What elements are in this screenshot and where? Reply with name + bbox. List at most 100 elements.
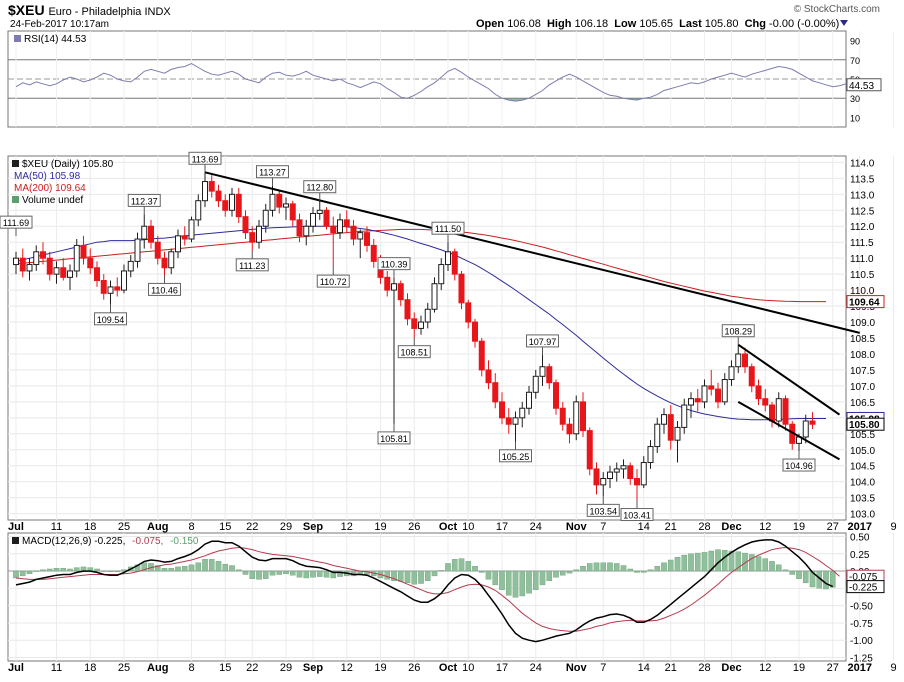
macd-histogram-bar [40,569,46,572]
price-tick-label: 104.5 [850,462,875,473]
candle-body [600,477,607,486]
macd-histogram-bar [647,569,654,572]
candle-body [445,251,451,266]
candle-body [310,212,316,227]
annotation-box [316,274,350,288]
candle-body [742,353,748,368]
macd-histogram-bar [154,565,161,572]
x-tick-label: 12 [341,521,353,533]
macd-histogram-bar [73,567,80,572]
annotation-box [397,345,431,359]
annotation-label: 111.23 [239,261,265,271]
candle-body [283,203,289,208]
candle-body [418,321,424,329]
x-tick-label: 21 [665,521,677,533]
candle-body [411,318,418,329]
macd-histogram-bar [505,570,512,596]
annotation-label: 104.96 [785,461,813,471]
candle-body [235,193,242,218]
high-value: 106.18 [574,18,609,30]
macd-legend-signal: -0.075, [132,536,163,547]
macd-histogram-bar [512,570,519,598]
x-tick-label: 27 [827,521,839,533]
timestamp: 24-Feb-2017 10:17am [10,19,109,30]
brand-link[interactable]: © StockCharts.com [793,4,880,15]
candle-body [559,407,566,425]
annotation-box [127,193,161,207]
x-tick-label: 9 [890,521,896,533]
macd-histogram-bar [175,566,181,572]
x-tick-label-bottom: 7 [600,662,606,674]
macd-histogram-bar [438,570,445,572]
rsi-tick-label: 90 [850,37,860,47]
macd-histogram-bar [782,569,789,572]
candle-body [748,366,755,387]
candle-body [769,404,775,422]
chg-value: -0.00 (-0.00%) [769,18,840,30]
candle-body [431,283,438,310]
x-tick-label: 12 [759,521,771,533]
macd-histogram-bar [33,570,40,572]
annotation-box [235,258,269,272]
candle-body [647,446,654,464]
price-tick-label: 105.0 [850,446,875,457]
candle-body [762,398,769,406]
macd-histogram-bar [60,568,67,572]
macd-histogram-bar [775,564,782,572]
candle-body [775,398,782,422]
x-tick-label-bottom: 17 [496,662,508,674]
candle-body [593,468,600,486]
candle-body [694,398,701,403]
candle-body [134,238,141,262]
last-value: 105.80 [704,18,739,30]
ma50-legend-text: MA(50) 105.98 [14,171,81,182]
annotation-box [721,324,755,338]
candle-body [127,260,134,272]
macd-histogram-bar [418,570,424,584]
candle-body [364,232,370,246]
macd-histogram-bar [107,570,114,572]
macd-histogram-bar [114,570,121,572]
x-tick-label: 19 [374,521,386,533]
price-tick-label: 111.0 [850,254,874,265]
macd-histogram-bar [492,570,499,586]
macd-histogram-bar [634,570,640,573]
volume-legend-text: Volume undef [22,195,83,206]
x-tick-label-bottom: 19 [793,662,805,674]
candle-body [391,283,397,291]
candle-body [519,407,526,419]
macd-histogram-bar [694,552,701,572]
rsi-current-label: 44.53 [849,81,874,92]
ma200-current-badge [846,295,885,309]
macd-histogram-bar [195,562,202,572]
candle-body [384,276,391,291]
last-price-badge [846,417,885,431]
price-tick-label: 107.0 [850,382,875,393]
candle-body [100,280,107,294]
candle-body [53,267,60,275]
candle-body [802,420,809,438]
x-tick-label: 26 [408,521,420,533]
x-tick-label-bottom: 12 [759,662,771,674]
macd-histogram-bar [323,570,330,578]
candle-body [154,241,161,259]
x-tick-label-bottom: 25 [118,662,130,674]
macd-histogram-bar [431,570,438,577]
candle-body [539,366,546,377]
quote-dropdown-icon[interactable] [840,20,848,26]
candle-body [782,398,789,425]
price-tick-label: 109.0 [850,318,875,329]
candle-body [215,190,222,202]
x-tick-label: 24 [530,521,542,533]
candle-body [492,382,499,403]
candle-body [472,321,478,342]
annotation-box [377,431,411,445]
chg-label: Chg [744,18,766,30]
rsi-current-badge [846,78,882,92]
macd-histogram-bar [53,568,60,572]
annotation-box [782,458,816,472]
macd-histogram-bar [607,562,613,572]
price-tick-label: 112.5 [850,206,875,217]
macd-histogram-bar [202,559,208,572]
x-tick-label-bottom: 21 [665,662,677,674]
